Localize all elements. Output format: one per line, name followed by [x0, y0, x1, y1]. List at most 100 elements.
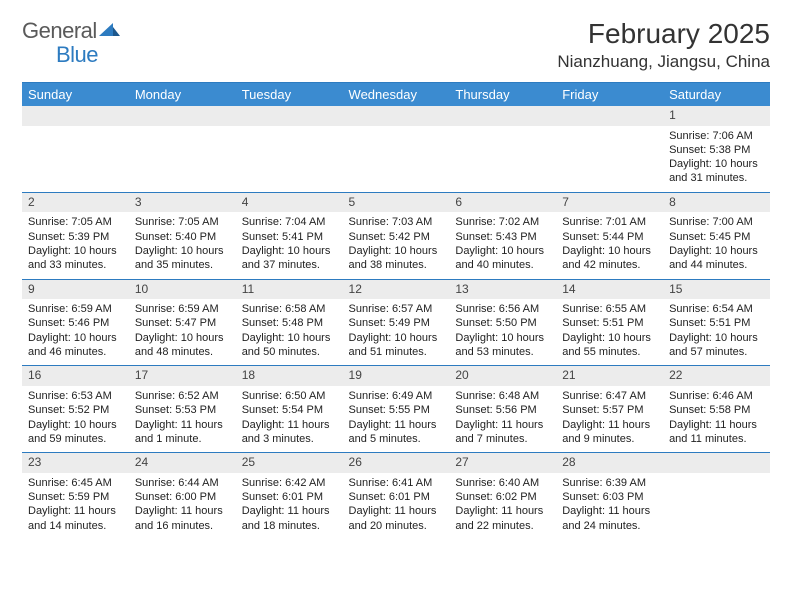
logo-word1: General [22, 18, 97, 44]
location-text: Nianzhuang, Jiangsu, China [557, 52, 770, 72]
calendar-cell: 4Sunrise: 7:04 AMSunset: 5:41 PMDaylight… [236, 192, 343, 279]
day-line: Sunset: 6:01 PM [349, 490, 444, 504]
day-line: Daylight: 10 hours and 53 minutes. [455, 331, 550, 360]
day-body [129, 126, 236, 182]
day-line: Sunrise: 6:52 AM [135, 389, 230, 403]
day-line: Sunset: 5:48 PM [242, 316, 337, 330]
day-body: Sunrise: 7:01 AMSunset: 5:44 PMDaylight:… [556, 212, 663, 278]
day-line: Sunrise: 6:47 AM [562, 389, 657, 403]
day-body [343, 126, 450, 182]
calendar-cell: 28Sunrise: 6:39 AMSunset: 6:03 PMDayligh… [556, 453, 663, 539]
day-body: Sunrise: 6:39 AMSunset: 6:03 PMDaylight:… [556, 473, 663, 539]
calendar-cell: 11Sunrise: 6:58 AMSunset: 5:48 PMDayligh… [236, 279, 343, 366]
weekday-header: Sunday [22, 83, 129, 106]
day-line: Sunrise: 6:46 AM [669, 389, 764, 403]
weekday-header: Tuesday [236, 83, 343, 106]
day-number: 14 [556, 280, 663, 300]
day-number: 4 [236, 193, 343, 213]
day-number: 25 [236, 453, 343, 473]
day-body: Sunrise: 6:41 AMSunset: 6:01 PMDaylight:… [343, 473, 450, 539]
day-body: Sunrise: 7:04 AMSunset: 5:41 PMDaylight:… [236, 212, 343, 278]
calendar-head: SundayMondayTuesdayWednesdayThursdayFrid… [22, 83, 770, 106]
day-line: Sunrise: 6:57 AM [349, 302, 444, 316]
day-number: 1 [663, 106, 770, 126]
day-body [236, 126, 343, 182]
calendar-cell: 26Sunrise: 6:41 AMSunset: 6:01 PMDayligh… [343, 453, 450, 539]
day-line: Sunset: 5:39 PM [28, 230, 123, 244]
day-body [556, 126, 663, 182]
day-line: Sunset: 5:51 PM [562, 316, 657, 330]
logo-line2: Blue [22, 42, 98, 68]
day-body: Sunrise: 7:02 AMSunset: 5:43 PMDaylight:… [449, 212, 556, 278]
day-line: Sunset: 5:52 PM [28, 403, 123, 417]
day-number: 21 [556, 366, 663, 386]
day-line: Sunset: 5:45 PM [669, 230, 764, 244]
day-line: Daylight: 10 hours and 46 minutes. [28, 331, 123, 360]
day-body: Sunrise: 6:40 AMSunset: 6:02 PMDaylight:… [449, 473, 556, 539]
day-number [129, 106, 236, 126]
day-line: Sunrise: 6:39 AM [562, 476, 657, 490]
day-line: Sunset: 5:49 PM [349, 316, 444, 330]
day-line: Daylight: 11 hours and 24 minutes. [562, 504, 657, 533]
day-line: Daylight: 11 hours and 9 minutes. [562, 418, 657, 447]
day-line: Daylight: 10 hours and 44 minutes. [669, 244, 764, 273]
day-line: Sunset: 5:51 PM [669, 316, 764, 330]
day-line: Daylight: 10 hours and 59 minutes. [28, 418, 123, 447]
calendar-body: 1Sunrise: 7:06 AMSunset: 5:38 PMDaylight… [22, 106, 770, 539]
day-line: Daylight: 10 hours and 42 minutes. [562, 244, 657, 273]
day-line: Sunset: 5:43 PM [455, 230, 550, 244]
day-line: Sunrise: 7:05 AM [135, 215, 230, 229]
calendar-cell: 2Sunrise: 7:05 AMSunset: 5:39 PMDaylight… [22, 192, 129, 279]
day-body: Sunrise: 6:42 AMSunset: 6:01 PMDaylight:… [236, 473, 343, 539]
day-line: Sunset: 5:41 PM [242, 230, 337, 244]
day-line: Sunrise: 6:41 AM [349, 476, 444, 490]
calendar-row: 9Sunrise: 6:59 AMSunset: 5:46 PMDaylight… [22, 279, 770, 366]
calendar-cell: 3Sunrise: 7:05 AMSunset: 5:40 PMDaylight… [129, 192, 236, 279]
day-number [236, 106, 343, 126]
day-line: Sunrise: 6:58 AM [242, 302, 337, 316]
day-line: Daylight: 10 hours and 38 minutes. [349, 244, 444, 273]
calendar-cell: 19Sunrise: 6:49 AMSunset: 5:55 PMDayligh… [343, 366, 450, 453]
day-number: 12 [343, 280, 450, 300]
day-number: 5 [343, 193, 450, 213]
day-line: Sunrise: 7:01 AM [562, 215, 657, 229]
calendar-cell: 27Sunrise: 6:40 AMSunset: 6:02 PMDayligh… [449, 453, 556, 539]
day-line: Sunrise: 7:00 AM [669, 215, 764, 229]
day-body [663, 473, 770, 529]
day-number: 19 [343, 366, 450, 386]
calendar-table: SundayMondayTuesdayWednesdayThursdayFrid… [22, 83, 770, 539]
day-line: Sunrise: 6:56 AM [455, 302, 550, 316]
day-line: Sunset: 6:01 PM [242, 490, 337, 504]
title-block: February 2025 Nianzhuang, Jiangsu, China [557, 18, 770, 72]
calendar-cell: 16Sunrise: 6:53 AMSunset: 5:52 PMDayligh… [22, 366, 129, 453]
calendar-cell [556, 106, 663, 192]
day-body: Sunrise: 7:06 AMSunset: 5:38 PMDaylight:… [663, 126, 770, 192]
day-number: 17 [129, 366, 236, 386]
calendar-cell: 8Sunrise: 7:00 AMSunset: 5:45 PMDaylight… [663, 192, 770, 279]
day-number: 20 [449, 366, 556, 386]
day-line: Daylight: 11 hours and 7 minutes. [455, 418, 550, 447]
day-number: 10 [129, 280, 236, 300]
day-line: Daylight: 10 hours and 40 minutes. [455, 244, 550, 273]
calendar-cell: 17Sunrise: 6:52 AMSunset: 5:53 PMDayligh… [129, 366, 236, 453]
calendar-row: 16Sunrise: 6:53 AMSunset: 5:52 PMDayligh… [22, 366, 770, 453]
calendar-cell [663, 453, 770, 539]
day-number: 11 [236, 280, 343, 300]
day-number [343, 106, 450, 126]
logo: General [22, 18, 123, 44]
day-line: Sunset: 6:02 PM [455, 490, 550, 504]
day-body: Sunrise: 7:05 AMSunset: 5:40 PMDaylight:… [129, 212, 236, 278]
day-number: 7 [556, 193, 663, 213]
calendar-cell: 15Sunrise: 6:54 AMSunset: 5:51 PMDayligh… [663, 279, 770, 366]
calendar-row: 1Sunrise: 7:06 AMSunset: 5:38 PMDaylight… [22, 106, 770, 192]
day-line: Daylight: 10 hours and 35 minutes. [135, 244, 230, 273]
day-number: 3 [129, 193, 236, 213]
day-line: Sunrise: 7:03 AM [349, 215, 444, 229]
calendar-cell: 18Sunrise: 6:50 AMSunset: 5:54 PMDayligh… [236, 366, 343, 453]
day-line: Sunset: 5:55 PM [349, 403, 444, 417]
day-line: Sunrise: 6:54 AM [669, 302, 764, 316]
day-body: Sunrise: 6:44 AMSunset: 6:00 PMDaylight:… [129, 473, 236, 539]
day-line: Daylight: 10 hours and 33 minutes. [28, 244, 123, 273]
calendar-cell: 12Sunrise: 6:57 AMSunset: 5:49 PMDayligh… [343, 279, 450, 366]
day-body: Sunrise: 6:55 AMSunset: 5:51 PMDaylight:… [556, 299, 663, 365]
